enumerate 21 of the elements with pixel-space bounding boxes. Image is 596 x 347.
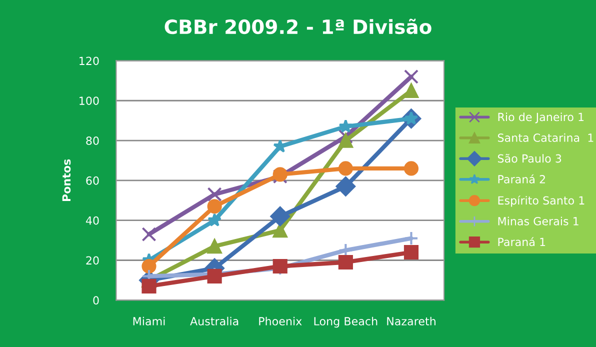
y-tick-label: 100 [80, 96, 99, 106]
legend-label: Paraná 1 [498, 237, 546, 246]
y-tick-label: 40 [86, 216, 99, 225]
chart-title: CBBr 2009.2 - 1ª Divisão [164, 18, 432, 34]
x-tick-label: Phoenix [259, 316, 302, 326]
legend-label: Minas Gerais 1 [498, 216, 578, 226]
y-tick-label: 80 [86, 136, 99, 145]
x-tick-label: Nazareth [387, 316, 436, 326]
x-tick-label: Australia [190, 316, 238, 326]
x-tick-label: Miami [133, 316, 165, 326]
y-tick-label: 60 [86, 176, 99, 185]
y-tick-label: 120 [80, 56, 99, 66]
legend-label: Santa Catarina 1 [498, 133, 594, 142]
legend-label: Rio de Janeiro 1 [498, 112, 584, 124]
legend-label: Paraná 2 [498, 174, 545, 184]
legend-label: São Paulo 3 [498, 154, 562, 163]
y-tick-label: 20 [86, 256, 99, 265]
x-tick-label: Long Beach [314, 316, 378, 328]
y-tick-label: 0 [93, 296, 99, 305]
y-axis-title: Pontos [62, 159, 71, 202]
legend-label: Espírito Santo 1 [498, 196, 584, 207]
